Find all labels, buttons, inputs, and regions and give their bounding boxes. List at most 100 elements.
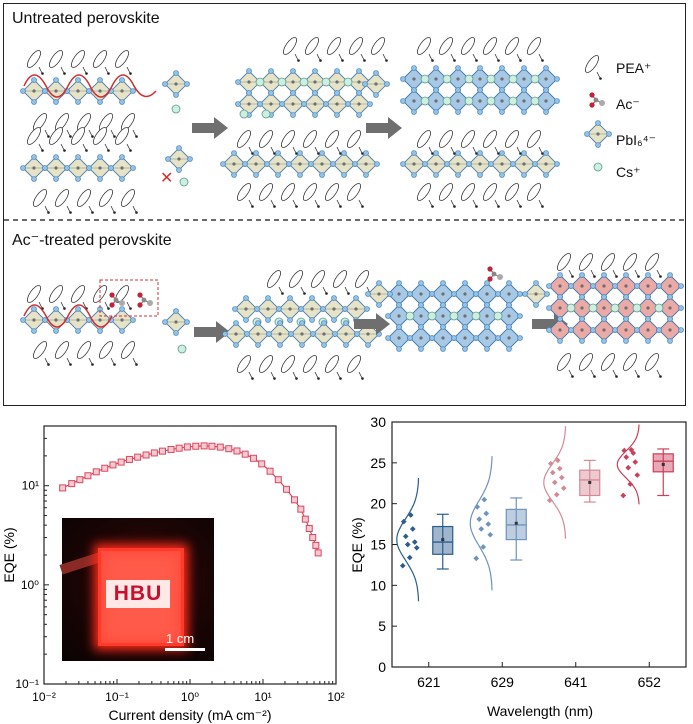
y-tick-label: 5 [378,618,386,634]
x-tick-label: 641 [564,674,588,690]
cesium-ion-icon [442,96,452,106]
cesium-ion-icon [486,74,496,84]
pea-molecule-icon [524,181,545,209]
pea-molecule-icon [344,128,365,156]
pea-molecule-icon [458,128,479,156]
pea-molecule-icon [480,128,501,156]
acetate-molecule-icon [136,291,154,309]
left-ylabel: EQE (%) [1,527,17,582]
x-tick-label: 10² [327,690,344,704]
cesium-ion-icon [177,344,187,354]
data-point [409,526,416,532]
data-point [274,476,282,484]
pea-molecule-icon [344,181,365,209]
data-point [402,533,409,540]
schematic-svg: ✕ [4,35,687,381]
cesium-ion-icon [343,77,353,87]
cesium-ion-icon [464,96,474,106]
cesium-ion-icon [179,177,189,187]
cesium-ion-icon [486,96,496,106]
pea-molecule-icon [74,339,95,367]
pea-molecule-icon [118,187,139,215]
distribution-curve [616,424,640,505]
pbi6-octahedron-icon [362,70,390,98]
data-point [109,461,117,469]
mean-marker [514,521,518,525]
pea-molecule-icon [582,53,603,81]
data-point [413,544,420,551]
data-point [68,480,76,488]
data-point [473,555,480,562]
pea-molecule-icon [502,128,523,156]
pbi6-octahedron-icon [108,154,136,182]
y-tick-label: 10 [370,577,386,593]
pea-molecule-icon [30,187,51,215]
data-point [549,469,556,476]
y-tick-label: 0 [378,659,386,675]
right-ylabel: EQE (%) [350,517,365,572]
data-point [625,464,632,471]
cesium-ion-icon [255,77,265,87]
acetate-molecule-icon [588,91,606,109]
cesium-ion-icon [321,77,331,87]
pea-molecule-icon [330,268,351,296]
data-point [634,472,641,478]
y-tick-label: 20 [370,496,386,512]
pea-molecule-icon [344,353,365,381]
data-point [192,442,200,450]
pbi6-octahedron-icon [162,70,190,98]
data-point [297,505,305,513]
data-point [485,521,492,527]
data-point [483,510,490,517]
data-point [101,464,109,472]
pea-molecule-icon [300,181,321,209]
data-point [290,496,298,504]
pea-molecule-icon [96,339,117,367]
pea-molecule-icon [30,339,51,367]
distribution-curve [396,477,420,602]
data-point [627,481,634,487]
pbi6-octahedron-icon [162,308,190,336]
pea-molecule-icon [46,48,67,76]
pea-molecule-icon [74,187,95,215]
x-tick-label: 652 [638,674,662,690]
pea-molecule-icon [576,351,597,379]
pea-molecule-icon [368,35,389,63]
data-point [551,479,558,486]
data-point [167,445,175,453]
x-tick-label: 629 [491,674,515,690]
pea-molecule-icon [24,48,45,76]
cesium-ion-icon [566,303,576,313]
pea-molecule-icon [52,339,73,367]
cesium-ion-icon [299,77,309,87]
data-point [233,447,241,455]
data-point [623,454,630,460]
legend-pbi6-label: PbI₆⁴⁻ [616,132,657,148]
acetate-highlight-box [99,279,159,317]
left-xlabel: Current density (mA cm⁻²) [109,707,272,723]
y-tick-label: 25 [370,455,386,471]
cesium-ion-icon [449,311,459,321]
data-point [553,491,560,498]
pea-molecule-icon [234,353,255,381]
data-point [183,443,191,451]
pea-molecule-icon [68,283,89,311]
data-point [158,447,166,455]
data-point [546,497,553,504]
pea-molecule-icon [68,48,89,76]
diffusion-path [23,74,157,98]
cesium-ion-icon [420,74,430,84]
data-point [92,468,100,476]
distribution-curve [543,426,567,539]
distribution-curve [469,456,493,591]
data-point [305,525,313,533]
data-point [558,474,565,481]
pbi6-octahedron-icon [365,280,393,308]
data-point [258,460,266,468]
cesium-ion-icon [442,74,452,84]
pea-molecule-icon [278,128,299,156]
pea-molecule-icon [458,181,479,209]
pea-molecule-icon [414,35,435,63]
pea-molecule-icon [554,351,575,379]
untreated-label: Untreated perovskite [12,10,160,27]
